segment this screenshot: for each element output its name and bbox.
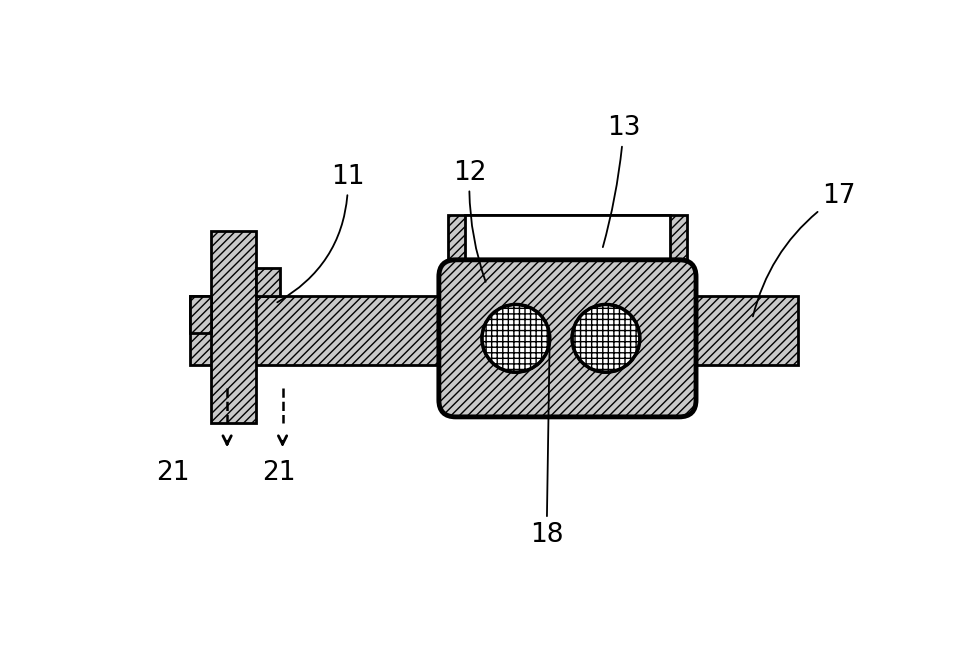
Text: 13: 13: [602, 115, 640, 247]
Bar: [464, 215, 669, 314]
Text: 21: 21: [155, 460, 189, 486]
Text: 12: 12: [452, 160, 486, 282]
Bar: [190, 296, 211, 333]
Circle shape: [572, 304, 639, 373]
Bar: [190, 296, 797, 365]
FancyBboxPatch shape: [439, 260, 696, 417]
Bar: [447, 215, 686, 334]
Text: 11: 11: [276, 163, 364, 302]
Text: 17: 17: [752, 183, 855, 316]
Bar: [576, 250, 627, 296]
Bar: [211, 230, 255, 423]
Text: 21: 21: [262, 460, 295, 486]
Circle shape: [482, 304, 549, 373]
Text: 18: 18: [530, 337, 563, 547]
Bar: [255, 267, 280, 296]
